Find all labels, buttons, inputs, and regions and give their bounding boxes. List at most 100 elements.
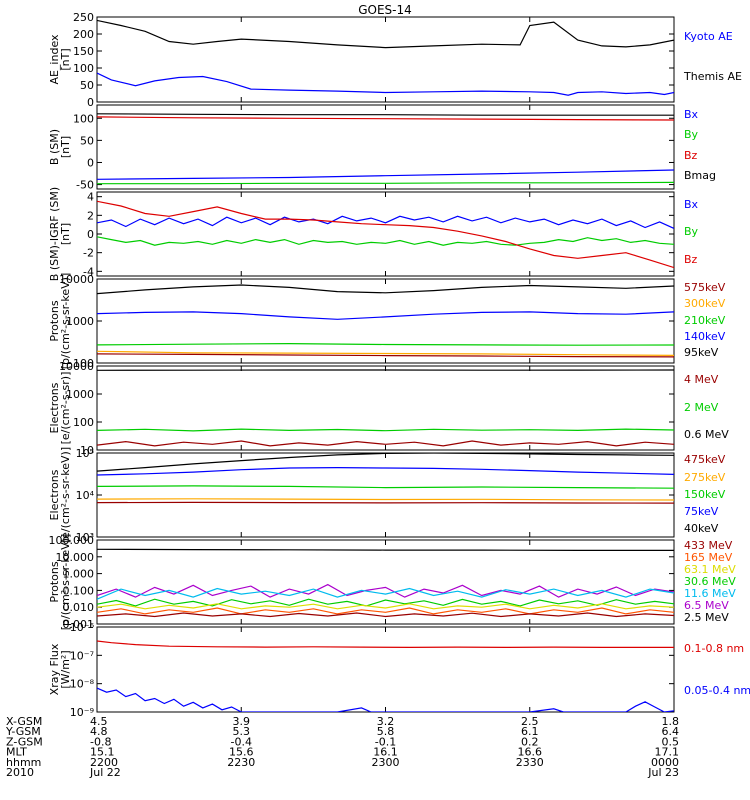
y-tick-label: 0.001 xyxy=(63,618,95,631)
series-line-40kev xyxy=(97,453,674,472)
y-tick-label: 2 xyxy=(87,209,94,222)
x-row-label: Y-GSM xyxy=(5,725,41,738)
y-axis-label: Xray Flux xyxy=(48,643,61,695)
legend-entry: 63.1 MeV xyxy=(684,563,736,576)
legend-entry: 4 MeV xyxy=(684,373,719,386)
series-line-6-5-mev xyxy=(97,583,674,598)
x-row-label: 2010 xyxy=(6,766,34,779)
y-axis-label: [p/(cm²-s-sr-keV)] xyxy=(59,534,72,631)
x-axis-value: -0.4 xyxy=(231,735,252,748)
x-axis-value: 4.5 xyxy=(90,715,108,728)
x-row-label: MLT xyxy=(6,746,27,759)
x-axis-value: 6.1 xyxy=(521,725,539,738)
y-tick-label: -2 xyxy=(83,247,94,260)
y-tick-label: 0 xyxy=(87,96,94,109)
y-tick-label: 10000 xyxy=(59,273,94,286)
panel-frame xyxy=(96,626,675,713)
y-tick-label: 100 xyxy=(73,62,94,75)
series-line-bz xyxy=(97,200,674,269)
series-line-475kev xyxy=(97,501,674,504)
y-tick-label: 10⁴ xyxy=(76,489,95,502)
legend-entry: 575keV xyxy=(684,281,726,294)
y-tick-label: 0 xyxy=(87,156,94,169)
x-axis-value: 2230 xyxy=(227,756,255,769)
x-row-label: X-GSM xyxy=(6,715,42,728)
x-axis-value: Jul 23 xyxy=(647,766,679,779)
series-group xyxy=(97,200,674,269)
y-axis-label: [e/(cm²-s-sr-keV)] xyxy=(59,447,72,543)
y-tick-label: 100.000 xyxy=(49,534,95,547)
series-line-by xyxy=(97,181,674,185)
legend-entry: Bz xyxy=(684,149,698,162)
y-axis-label: Electrons xyxy=(48,382,61,433)
y-tick-label: 1.000 xyxy=(63,568,95,581)
x-axis-value: 16.6 xyxy=(518,746,543,759)
panel-frame xyxy=(96,278,675,364)
series-line-63-1-mev xyxy=(97,603,674,610)
legend-entry: 300keV xyxy=(684,297,726,310)
legend-entry: 75keV xyxy=(684,505,719,518)
legend-entry: 30.6 MeV xyxy=(684,575,736,588)
x-axis-value: 3.9 xyxy=(233,715,251,728)
legend-entry: Bz xyxy=(684,253,698,266)
y-tick-label: 0.100 xyxy=(63,584,95,597)
series-group xyxy=(97,453,674,504)
legend-entry: Themis AE xyxy=(683,70,742,83)
y-axis-label: [nT] xyxy=(59,223,72,245)
series-line-bz xyxy=(97,116,674,121)
y-axis-label: [nT] xyxy=(59,136,72,158)
x-axis-value: 6.4 xyxy=(662,725,680,738)
x-axis-value: Jul 22 xyxy=(89,766,121,779)
x-axis-value: -0.1 xyxy=(375,735,396,748)
legend-entry: 0.6 MeV xyxy=(684,428,729,441)
y-tick-label: 1000 xyxy=(66,388,94,401)
legend-entry: By xyxy=(684,225,699,238)
y-tick-label: 200 xyxy=(73,28,94,41)
x-row-label: hhmm xyxy=(6,756,41,769)
x-axis-value: 2.5 xyxy=(521,715,539,728)
y-tick-label: 1000 xyxy=(66,315,94,328)
y-tick-label: 10.000 xyxy=(56,551,95,564)
x-axis-value: -0.8 xyxy=(90,735,111,748)
legend-entry: 275keV xyxy=(684,471,726,484)
legend-entry: 40keV xyxy=(684,522,719,535)
x-axis-value: 2330 xyxy=(516,756,544,769)
legend-entry: Kyoto AE xyxy=(684,30,733,43)
panel-frame xyxy=(96,16,675,103)
series-line-95kev xyxy=(97,284,674,295)
series-line-433-mev xyxy=(97,612,674,618)
x-axis-value: 0.2 xyxy=(521,735,539,748)
panel-2: -4 -2 0 2 4 B (SM)-IGRF (SM)[nT] Bx By Bz xyxy=(48,187,699,281)
y-tick-label: 10000 xyxy=(59,360,94,373)
y-tick-label: 100 xyxy=(73,357,94,370)
y-axis-label: Protons xyxy=(48,561,61,602)
y-axis-label: [W/m²] xyxy=(59,650,72,688)
y-axis-label: AE_index xyxy=(48,34,61,85)
x-axis-value: 5.3 xyxy=(233,725,251,738)
legend-entry: 150keV xyxy=(684,488,726,501)
series-line-140kev xyxy=(97,311,674,320)
y-tick-label: 10⁻⁶ xyxy=(70,621,95,634)
x-axis-value: 4.8 xyxy=(90,725,108,738)
panel-7: 10⁻⁹ 10⁻⁸ 10⁻⁷ 10⁻⁶ Xray Flux[W/m²] 0.1-0.8 n… xyxy=(48,621,750,719)
x-axis-value: 2200 xyxy=(90,756,118,769)
legend-entry: 433 MeV xyxy=(684,539,733,552)
series-group xyxy=(97,113,674,185)
y-tick-label: 0.010 xyxy=(63,601,95,614)
x-axis-value: 17.1 xyxy=(655,746,680,759)
legend-entry: Bx xyxy=(684,198,699,211)
y-tick-label: 10⁻⁸ xyxy=(70,678,95,691)
legend-entry: Bmag xyxy=(684,169,716,182)
y-tick-label: 10³ xyxy=(76,531,94,544)
legend-entry: 0.1-0.8 nm xyxy=(684,642,744,655)
x-axis-value: 2300 xyxy=(372,756,400,769)
y-tick-label: 250 xyxy=(73,11,94,24)
y-tick-label: 10⁵ xyxy=(76,447,94,460)
series-group xyxy=(97,284,674,358)
panel-0: 0 50 100 150 200 250 AE_index[nT] Kyoto AE Themi… xyxy=(48,11,742,109)
series-line-275kev xyxy=(97,498,674,501)
y-tick-label: 10 xyxy=(80,444,94,457)
